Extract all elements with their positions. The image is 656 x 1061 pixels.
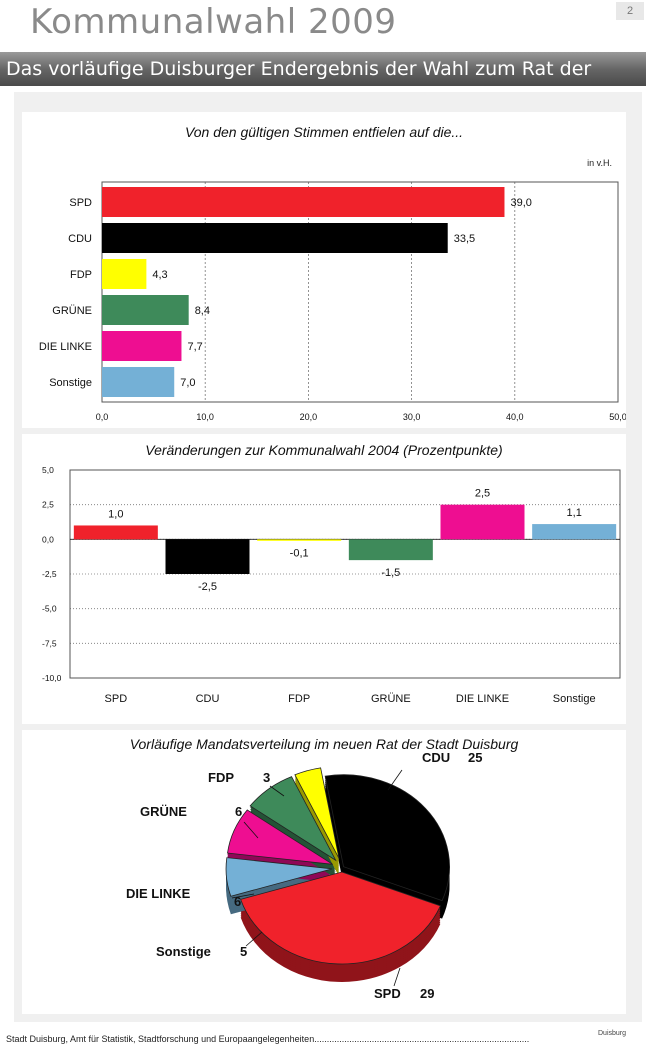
- content-panel: Von den gültigen Stimmen entfielen auf d…: [14, 92, 642, 1022]
- plot-frame: [101, 181, 619, 403]
- slice-label: Sonstige: [156, 944, 211, 959]
- leader-line: [243, 821, 259, 839]
- bar: [348, 539, 433, 561]
- tick-label: 50,0: [609, 412, 626, 422]
- tick-label: 5,0: [42, 465, 54, 475]
- slice-value: 6: [234, 894, 241, 909]
- tick-label: 10,0: [196, 412, 214, 422]
- value-label: 2,5: [475, 488, 490, 500]
- slice-value: 29: [420, 986, 434, 1001]
- category-label: Sonstige: [553, 693, 596, 705]
- change-title: Veränderungen zur Kommunalwahl 2004 (Pro…: [145, 442, 503, 458]
- unit-label: in v.H.: [587, 158, 612, 168]
- tick-label: 2,5: [42, 500, 54, 510]
- tick-label: 20,0: [300, 412, 318, 422]
- category-label: DIE LINKE: [456, 693, 509, 705]
- category-label: FDP: [288, 693, 310, 705]
- bar: [532, 524, 617, 540]
- pie-slice: [225, 857, 333, 897]
- bar: [440, 504, 525, 540]
- city-logo: Duisburg: [598, 1030, 627, 1037]
- bar: [102, 331, 182, 361]
- bar: [102, 259, 147, 289]
- vote-share-title: Von den gültigen Stimmen entfielen auf d…: [184, 124, 464, 140]
- value-label: 8,4: [195, 305, 210, 317]
- leader-line: [387, 769, 403, 791]
- value-label: 4,3: [152, 269, 167, 281]
- tick-label: -10,0: [42, 673, 62, 683]
- slice-value: 5: [240, 944, 247, 959]
- tick-label: 30,0: [403, 412, 421, 422]
- value-label: -0,1: [290, 548, 309, 560]
- subtitle-banner: Das vorläufige Duisburger Endergebnis de…: [0, 52, 646, 114]
- leader-line: [269, 785, 285, 797]
- value-label: 1,1: [567, 507, 582, 519]
- tick-label: 40,0: [506, 412, 524, 422]
- bar: [73, 525, 158, 540]
- page-title: Kommunalwahl 2009: [30, 2, 397, 42]
- slice-value: 6: [235, 804, 242, 819]
- pie-slice: [249, 776, 337, 862]
- tick-label: -5,0: [42, 604, 57, 614]
- bar: [165, 539, 250, 574]
- value-label: -2,5: [198, 581, 217, 593]
- bar: [102, 223, 448, 253]
- value-label: 7,7: [187, 341, 202, 353]
- bar: [257, 539, 342, 541]
- category-label: SPD: [69, 197, 92, 209]
- value-label: 7,0: [180, 377, 195, 389]
- pie-slice: [294, 767, 340, 859]
- source-footer: Stadt Duisburg, Amt für Statistik, Stadt…: [6, 1034, 530, 1044]
- category-label: GRÜNE: [371, 693, 411, 705]
- category-label: CDU: [68, 233, 92, 245]
- plot-frame: [69, 469, 621, 679]
- tick-label: 0,0: [96, 412, 109, 422]
- slice-value: 25: [468, 750, 482, 765]
- bar: [102, 295, 189, 325]
- value-label: 33,5: [454, 233, 475, 245]
- bar: [102, 367, 175, 397]
- slice-value: 3: [263, 770, 270, 785]
- seats-title: Vorläufige Mandatsverteilung im neuen Ra…: [129, 736, 519, 752]
- category-label: GRÜNE: [52, 305, 92, 317]
- pie-slice: [227, 809, 333, 865]
- bar: [102, 187, 505, 217]
- slice-label: SPD: [374, 986, 401, 1001]
- page-number: 2: [616, 2, 644, 20]
- tick-label: 0,0: [42, 534, 54, 544]
- pie-slice: [324, 774, 450, 902]
- value-label: 1,0: [108, 508, 123, 520]
- value-label: -1,5: [381, 567, 400, 579]
- category-label: DIE LINKE: [39, 341, 92, 353]
- slice-label: CDU: [422, 750, 450, 765]
- seats-chart: CDU 25 SPD 29 Sonstige 5 DIE LINKE 6 GRÜNE 6 FDP 3: [126, 750, 482, 1001]
- vote-share-card: Von den gültigen Stimmen entfielen auf d…: [22, 112, 626, 428]
- tick-label: -2,5: [42, 569, 57, 579]
- change-card: Veränderungen zur Kommunalwahl 2004 (Pro…: [22, 434, 626, 724]
- category-label: SPD: [105, 693, 128, 705]
- change-chart: 5,0 2,5 0,0 -2,5 -5,0 -7,5 -10,0 1,0 SPD -2,5 CDU -…: [42, 465, 621, 705]
- slice-label: FDP: [208, 770, 234, 785]
- slice-label: GRÜNE: [140, 804, 187, 819]
- leader-line: [231, 893, 255, 899]
- tick-label: -7,5: [42, 638, 57, 648]
- leader-line: [245, 931, 263, 947]
- category-label: Sonstige: [49, 377, 92, 389]
- category-label: CDU: [196, 693, 220, 705]
- seats-card: Vorläufige Mandatsverteilung im neuen Ra…: [22, 730, 626, 1014]
- category-label: FDP: [70, 269, 92, 281]
- value-label: 39,0: [510, 197, 531, 209]
- slice-label: DIE LINKE: [126, 886, 191, 901]
- leader-line: [393, 967, 401, 987]
- vote-share-chart: in v.H. 0,0 10,0 20,0 30,0 40,0 50,0 SPD 39,0 CDU…: [39, 158, 626, 422]
- pie-slice: [240, 871, 441, 965]
